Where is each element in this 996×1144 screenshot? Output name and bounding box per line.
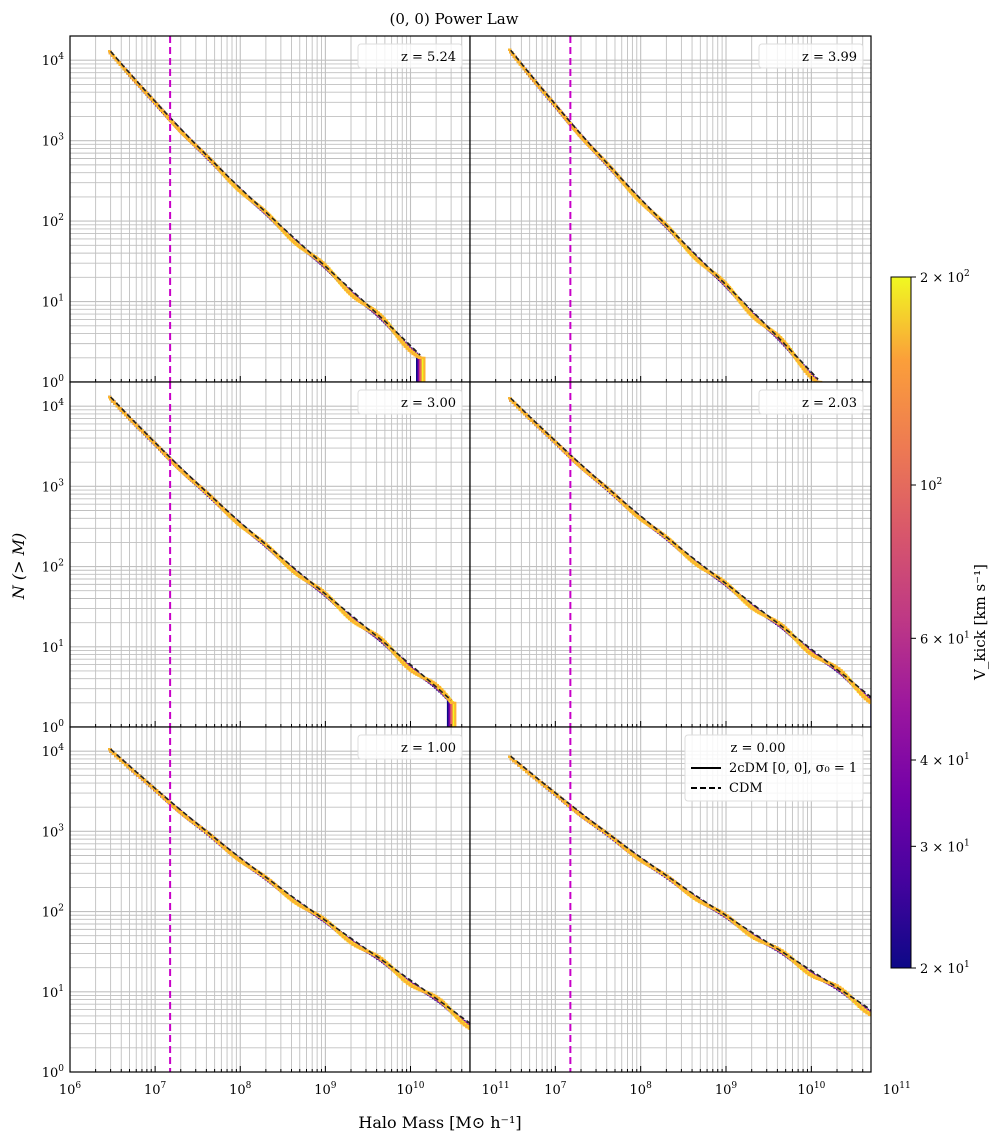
colorbar-label: V_kick [km s⁻¹] <box>971 564 989 681</box>
curves <box>508 755 871 1018</box>
x-tick-label: 109 <box>314 1081 337 1098</box>
y-tick-label: 100 <box>42 374 65 391</box>
x-tick-label: 107 <box>144 1081 167 1098</box>
z-label: z = 1.00 <box>401 741 456 756</box>
curves <box>108 50 426 382</box>
x-tick-label: 1011 <box>482 1081 510 1098</box>
colorbar-tick-label: 102 <box>920 477 942 494</box>
panel-3: 100 101 102 103 104 z = 3.00 <box>42 381 471 736</box>
panel-4: z = 2.03 <box>469 381 872 728</box>
legend-entry: 2cDM [0, 0], σ₀ = 1 <box>729 761 857 776</box>
colorbar-ticks: 2 × 101 3 × 101 4 × 101 6 × 101 102 2 × 102 <box>911 269 970 977</box>
colorbar-tick-label: 2 × 101 <box>920 960 970 977</box>
y-tick-label: 100 <box>42 1064 65 1081</box>
series-line <box>508 48 823 382</box>
cdm-line <box>110 748 470 1025</box>
series-line <box>108 748 470 1030</box>
y-tick-label: 104 <box>42 52 65 69</box>
z-label-box <box>357 389 463 415</box>
y-tick-label: 102 <box>42 559 64 576</box>
legend-title: z = 0.00 <box>731 741 786 756</box>
y-tick-label: 102 <box>42 213 64 230</box>
x-axis-label: Halo Mass [M⊙ h⁻¹] <box>358 1113 521 1132</box>
panels: 100 101 102 103 104 z = 5.24 z = 3.99 100 101 102… <box>42 35 872 1081</box>
y-tick-label: 103 <box>42 133 65 150</box>
colorbar-tick-label: 2 × 102 <box>920 269 970 286</box>
chart-title: (0, 0) Power Law <box>389 10 518 28</box>
z-label: z = 2.03 <box>802 396 857 411</box>
curves <box>108 748 470 1030</box>
z-label-box <box>758 389 864 415</box>
x-tick-label: 107 <box>544 1081 567 1098</box>
x-tick-label: 108 <box>229 1081 252 1098</box>
panel-1: 100 101 102 103 104 z = 5.24 <box>42 35 471 391</box>
curves <box>508 48 823 382</box>
y-tick-label: 101 <box>42 294 64 311</box>
curves <box>508 397 871 727</box>
x-tick-labels: 106 107 108 109 1010 1011 107 108 109 1010 1011 <box>59 1081 911 1098</box>
grid <box>470 36 871 382</box>
z-label: z = 3.00 <box>401 396 456 411</box>
x-tick-label: 108 <box>630 1081 653 1098</box>
x-tick-label: 1010 <box>397 1081 425 1098</box>
y-tick-label: 103 <box>42 478 65 495</box>
y-tick-label: 101 <box>42 984 64 1001</box>
panel-2: z = 3.99 <box>469 35 872 383</box>
legend-box <box>684 734 864 802</box>
grid <box>70 382 470 727</box>
colorbar-tick-label: 6 × 101 <box>920 630 970 647</box>
y-tick-label: 104 <box>42 743 65 760</box>
z-label: z = 3.99 <box>802 50 857 65</box>
y-tick-label: 100 <box>42 719 65 736</box>
curves <box>108 395 457 727</box>
colorbar-tick-label: 4 × 101 <box>920 752 970 769</box>
cdm-line <box>510 397 871 699</box>
colorbar-tick-label: 3 × 101 <box>920 838 970 855</box>
z-label: z = 5.24 <box>401 50 456 65</box>
panel-5: 100 101 102 103 104 z = 1.00 <box>42 726 471 1081</box>
cdm-line <box>109 50 421 356</box>
colorbar <box>890 276 912 969</box>
y-tick-label: 104 <box>42 398 65 415</box>
ticks <box>469 721 872 727</box>
x-tick-label: 1010 <box>797 1081 825 1098</box>
z-label-box <box>758 43 864 69</box>
grid <box>70 36 470 382</box>
y-tick-label: 102 <box>42 904 64 921</box>
y-axis-label: N (> M) <box>9 533 28 600</box>
panel-6: z = 0.00 2cDM [0, 0], σ₀ = 1 CDM <box>469 726 872 1073</box>
y-tick-label: 101 <box>42 639 64 656</box>
cdm-line <box>510 49 819 380</box>
y-tick-label: 103 <box>42 823 65 840</box>
x-tick-label: 106 <box>59 1081 82 1098</box>
legend-entry: CDM <box>729 781 763 796</box>
cdm-line <box>510 755 871 1011</box>
x-tick-label: 109 <box>715 1081 738 1098</box>
panel-frame <box>469 726 872 1073</box>
z-label-box <box>357 43 463 69</box>
cdm-line <box>110 396 452 701</box>
z-label-box <box>357 734 463 760</box>
x-tick-label: 1011 <box>883 1081 911 1098</box>
